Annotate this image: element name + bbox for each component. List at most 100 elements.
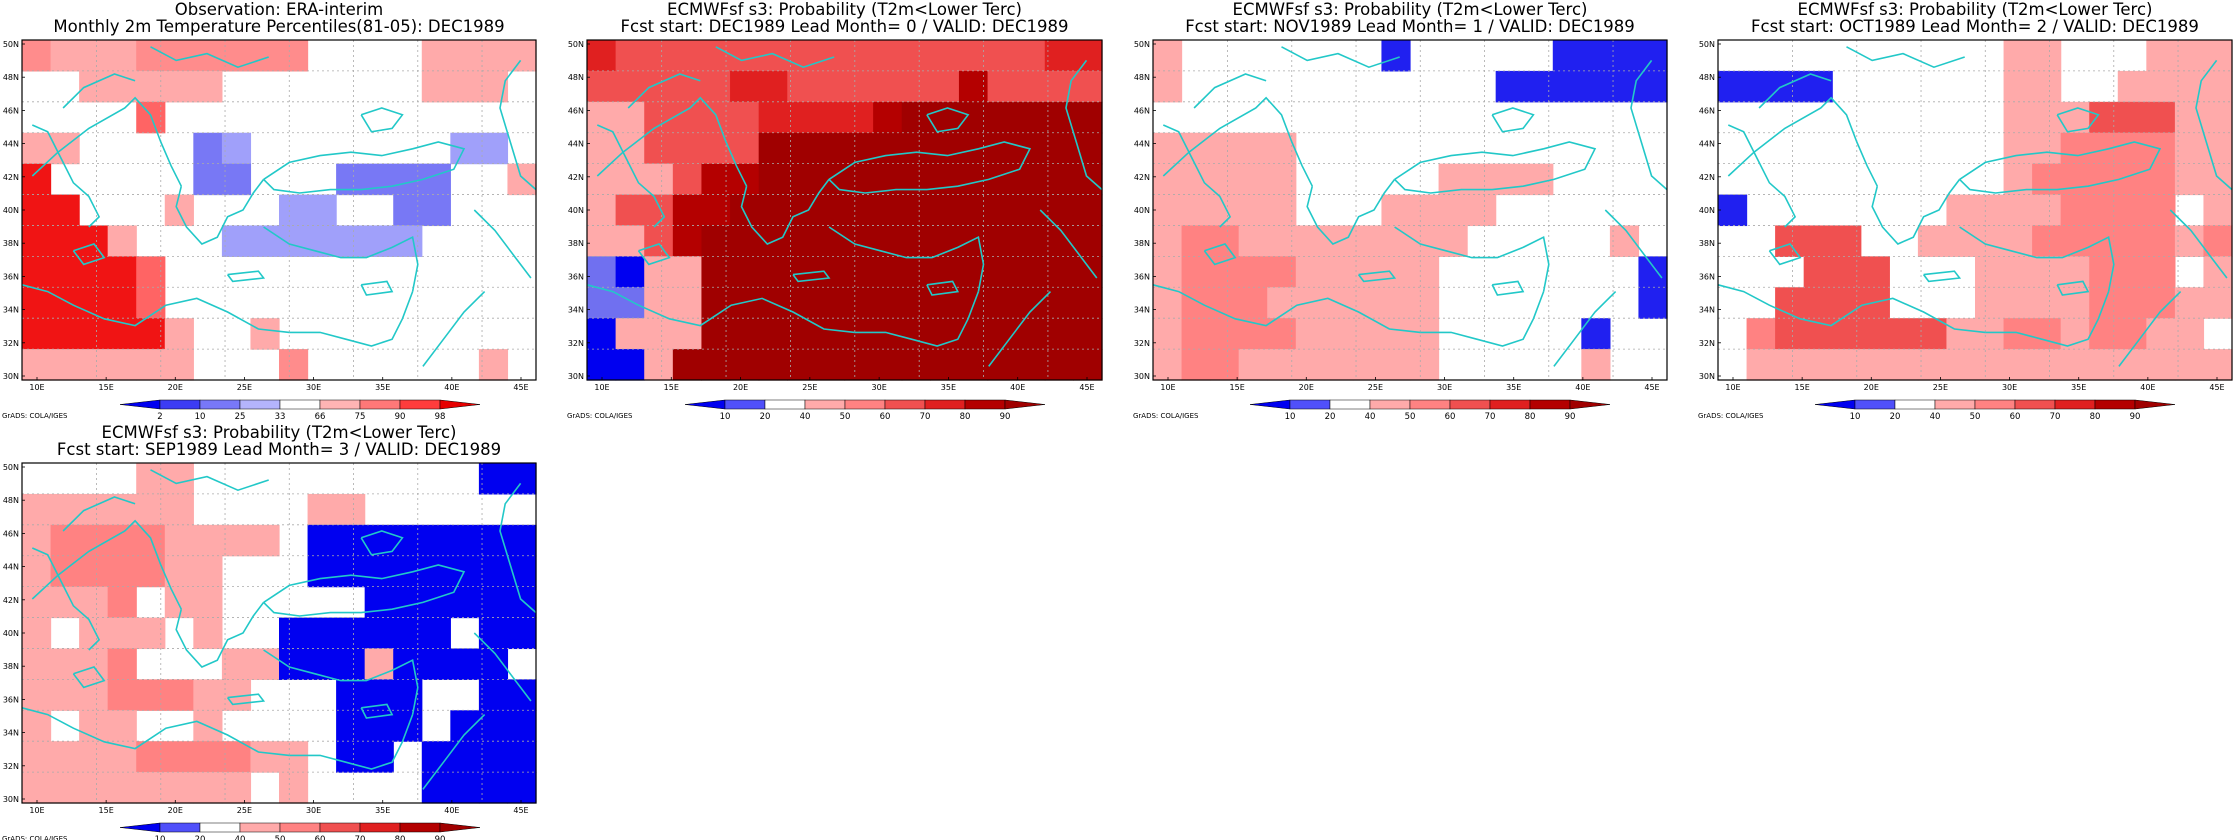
colorbar-segment	[1249, 399, 1291, 410]
grid-cell	[901, 163, 931, 196]
lon-tick-label: 10E	[1725, 383, 1740, 392]
grid-cell	[615, 40, 645, 72]
grid-cell	[2146, 318, 2176, 350]
colorbar-segment	[2014, 399, 2056, 410]
grid-cell	[164, 194, 194, 227]
grid-cell	[2203, 225, 2233, 257]
lon-tick-label: 40E	[1010, 383, 1025, 392]
colorbar-segment	[439, 399, 481, 410]
grid-cell	[787, 349, 817, 381]
grid-cell	[22, 132, 52, 165]
grid-cell	[1946, 318, 1976, 350]
grid-cell	[22, 493, 52, 526]
grid-cell	[901, 349, 931, 381]
grid-cell	[844, 40, 874, 72]
grid-cell	[672, 225, 703, 257]
grid-cell	[336, 493, 366, 526]
lat-tick-label: 48N	[3, 73, 19, 82]
colorbar-tick-label: 90	[1565, 412, 1576, 422]
colorbar-segment	[1854, 399, 1896, 410]
grid-cell	[1975, 225, 2005, 257]
grid-cell	[50, 349, 80, 381]
grid-cell	[1210, 132, 1240, 165]
grid-cell	[1324, 318, 1354, 350]
grid-cell	[615, 256, 645, 288]
panel-title-line2: Fcst start: OCT1989 Lead Month= 2 / VALI…	[1751, 17, 2199, 36]
grid-cell	[421, 772, 451, 804]
grid-cell	[2032, 256, 2062, 288]
grid-cell	[701, 163, 731, 196]
grid-cell	[815, 194, 846, 227]
grid-cell	[787, 132, 817, 165]
grid-cell	[1746, 70, 1776, 103]
grid-cell	[1044, 318, 1074, 350]
grid-cell	[2032, 101, 2062, 134]
grid-cell	[221, 524, 252, 557]
lat-tick-label: 50N	[568, 40, 584, 49]
grid-cell	[1238, 132, 1268, 165]
grid-cell	[478, 555, 509, 588]
grid-cell	[507, 463, 537, 495]
grid-cell	[1153, 70, 1183, 103]
grid-cell	[164, 463, 194, 495]
grid-cell	[787, 101, 817, 134]
grid-cell	[79, 648, 109, 680]
grid-cell	[701, 318, 731, 350]
grid-cell	[730, 40, 760, 72]
grid-cell	[1267, 318, 1297, 350]
colorbar-segment	[279, 399, 321, 410]
grid-cell	[193, 132, 223, 165]
grid-cell	[450, 586, 480, 619]
lon-tick-label: 25E	[237, 383, 252, 392]
colorbar-segment	[1329, 399, 1371, 410]
grid-cell	[2146, 163, 2176, 196]
grid-cell	[1381, 40, 1411, 72]
grid-cell	[587, 40, 617, 72]
grid-cell	[901, 256, 931, 288]
grid-cell	[79, 741, 109, 773]
grid-cell	[79, 318, 109, 350]
grid-cell	[1581, 349, 1611, 381]
grid-cell	[250, 741, 280, 773]
grid-cell	[730, 318, 760, 350]
grid-cell	[2003, 318, 2033, 350]
grid-cell	[844, 163, 874, 196]
grid-cell	[2203, 101, 2233, 134]
grid-cell	[22, 741, 52, 773]
grid-cell	[844, 318, 874, 350]
grid-cell	[1238, 163, 1268, 196]
grid-cell	[1975, 287, 2005, 319]
colorbar-tick-label: 40	[800, 412, 811, 422]
grid-cell	[22, 256, 52, 288]
colorbar-segment	[1529, 399, 1571, 410]
grid-cell	[2032, 132, 2062, 165]
grid-cell	[1381, 225, 1411, 257]
shaded-cells	[22, 40, 537, 381]
grid-cell	[1975, 256, 2005, 288]
grid-cell	[1210, 194, 1240, 227]
lon-tick-label: 30E	[1437, 383, 1452, 392]
grid-cell	[50, 586, 80, 619]
grid-cell	[50, 256, 80, 288]
grid-cell	[1467, 163, 1497, 196]
grid-cell	[815, 101, 846, 134]
grid-cell	[193, 772, 223, 804]
grid-cell	[730, 163, 760, 196]
grid-cell	[50, 679, 80, 711]
lon-tick-label: 45E	[1644, 383, 1659, 392]
grid-cell	[1581, 40, 1611, 72]
grid-cell	[672, 256, 703, 288]
lon-tick-label: 20E	[1864, 383, 1879, 392]
lat-tick-label: 38N	[568, 239, 584, 248]
lon-tick-label: 35E	[375, 806, 390, 815]
colorbar: 2 10 25 33 66 75 90 98	[119, 399, 481, 422]
grid-cell	[421, 555, 451, 588]
lat-tick-label: 40N	[3, 629, 19, 638]
grid-cell	[1044, 132, 1074, 165]
grid-cell	[22, 40, 52, 72]
grid-cell	[1803, 225, 1833, 257]
grid-cell	[644, 70, 674, 103]
grid-cell	[730, 132, 760, 165]
grid-cell	[336, 617, 366, 650]
grid-cell	[930, 318, 960, 350]
